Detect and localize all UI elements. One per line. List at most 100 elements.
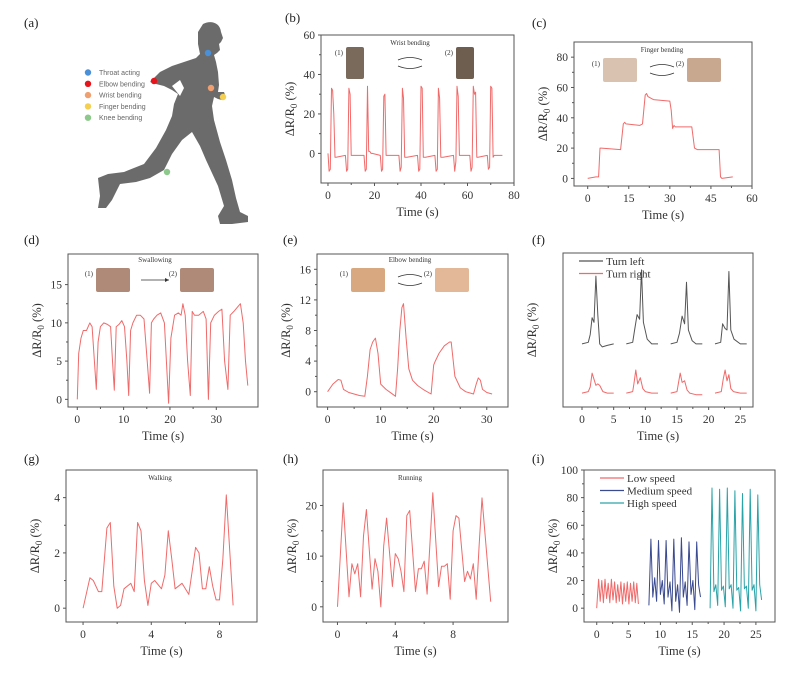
inset-title: Wrist bending	[390, 39, 430, 47]
marker-throat	[204, 49, 212, 57]
y-tick-label: 12	[300, 295, 312, 307]
panel-b: (b) 0 20 40 60 80 0 20 40 60 Time (s) ΔR/R0 (%) Wris…	[283, 10, 520, 219]
inset-photo-step-2	[687, 58, 721, 82]
y-tick-label: 20	[567, 576, 579, 588]
panel-i: (i) 0 5 10 15 20 25 0 20 40 60 80 100 Time (s) ΔR/R0 (…	[532, 451, 776, 658]
y-tick-label: 0	[54, 603, 60, 615]
y-tick-label: 20	[304, 109, 316, 121]
inset-title: Elbow bending	[389, 256, 432, 264]
x-tick-label: 25	[735, 414, 747, 426]
legend-marker	[84, 80, 92, 88]
x-tick-label: 0	[325, 190, 331, 202]
inset-photo-step-1	[96, 268, 130, 292]
x-tick-label: 8	[450, 629, 456, 641]
y-tick-label: 0	[572, 603, 578, 615]
x-tick-label: 10	[655, 629, 667, 641]
panel-a-legend: Throat acting Elbow bending Wrist bending F…	[84, 69, 146, 122]
y-tick-label: 0	[305, 387, 311, 399]
y-tick-label: 0	[309, 148, 315, 160]
legend-label: Finger bending	[99, 104, 146, 111]
x-tick-label: 40	[415, 190, 427, 202]
x-axis-title: Time (s)	[142, 429, 184, 443]
x-tick-label: 60	[746, 193, 758, 205]
y-tick-label: 60	[567, 520, 579, 532]
x-tick-label: 0	[80, 629, 86, 641]
x-tick-label: 5	[626, 629, 632, 641]
y-tick-label: 80	[567, 493, 579, 505]
series-line-turn-left	[714, 271, 747, 345]
x-axis-title: Time (s)	[391, 429, 433, 443]
inset-step-2-label: (2)	[169, 270, 178, 278]
panel-d: (d) 0 10 20 30 0 5 10 15 Time (s) ΔR/R0 (%) Swallow…	[24, 232, 259, 443]
panel-f: (f) 0 5 10 15 20 25 Time (s) ΔR/R0 (%) Turn leftT…	[525, 232, 754, 443]
axes-frame	[583, 469, 776, 623]
y-tick-label: 100	[561, 465, 579, 477]
panel-label-f: (f)	[532, 232, 545, 247]
x-tick-label: 80	[508, 190, 520, 202]
legend-label: Throat acting	[99, 70, 140, 77]
series-line-elbow-bending	[327, 303, 493, 397]
inset-photo-step-2	[180, 268, 214, 292]
inset-step-1-label: (1)	[335, 49, 344, 57]
cycle-arrow-icon	[649, 64, 675, 68]
y-tick-label: 2	[54, 548, 60, 560]
y-tick-label: 80	[557, 52, 569, 64]
series-line-swallowing	[76, 303, 249, 404]
inset-title: Swallowing	[138, 256, 172, 264]
series-line-turn-left	[626, 269, 658, 345]
panel-h: (h) 0 4 8 0 10 20 Time (s) ΔR/R0 (%) Running	[283, 451, 509, 658]
legend-label: Turn left	[606, 256, 644, 268]
y-tick-label: 10	[306, 551, 318, 563]
inset-photo-step-1	[346, 47, 364, 79]
panel-g: (g) 0 4 8 0 2 4 Time (s) ΔR/R0 (%) Walking	[24, 451, 258, 658]
x-tick-label: 20	[164, 414, 176, 426]
x-tick-label: 20	[703, 414, 715, 426]
series-line-turn-right	[626, 369, 658, 394]
arrowhead-icon	[165, 278, 169, 282]
inset-photo-step-2	[435, 268, 469, 292]
marker-knee	[163, 168, 171, 176]
panel-label-e: (e)	[283, 232, 297, 247]
series-line-running	[337, 492, 492, 608]
x-tick-label: 10	[375, 414, 387, 426]
inset-step-2-label: (2)	[676, 60, 685, 68]
panel-label-d: (d)	[24, 232, 39, 247]
x-tick-label: 0	[335, 629, 341, 641]
inset-title: Running	[398, 474, 423, 482]
axes-frame	[320, 34, 515, 184]
series-line-low-speed	[596, 578, 639, 609]
y-tick-label: 40	[567, 548, 579, 560]
y-tick-label: 5	[56, 356, 62, 368]
y-tick-label: 0	[56, 394, 62, 406]
x-axis-title: Time (s)	[396, 205, 438, 219]
x-tick-label: 20	[428, 414, 440, 426]
inset-photo-step-1	[351, 268, 385, 292]
x-tick-label: 10	[640, 414, 652, 426]
y-tick-label: 4	[305, 356, 311, 368]
marker-finger	[219, 93, 227, 101]
axes-frame	[322, 469, 509, 623]
y-axis-title: ΔR/R0 (%)	[525, 303, 541, 358]
y-axis-title: ΔR/R0 (%)	[283, 82, 299, 137]
legend-label: Medium speed	[627, 486, 693, 498]
y-axis-title: ΔR/R0 (%)	[546, 519, 562, 574]
legend-marker	[84, 91, 92, 99]
x-tick-label: 60	[462, 190, 474, 202]
series-line-turn-left	[670, 281, 703, 345]
y-axis-title: ΔR/R0 (%)	[28, 519, 44, 574]
y-axis-title: ΔR/R0 (%)	[536, 87, 552, 142]
panel-e: (e) 0 10 20 30 0 4 8 12 16 Time (s) ΔR/R0 (%) Elbow …	[279, 232, 509, 443]
legend-label: Turn right	[606, 269, 651, 281]
legend-label: High speed	[627, 498, 677, 510]
x-tick-label: 20	[718, 629, 730, 641]
series-line-turn-right	[714, 369, 747, 394]
cycle-arrow-icon	[397, 57, 423, 61]
y-tick-label: 20	[557, 143, 569, 155]
inset-step-1-label: (1)	[592, 60, 601, 68]
series-line-turn-right	[670, 372, 703, 396]
legend-label: Low speed	[627, 473, 675, 485]
panel-label-h: (h)	[283, 451, 298, 466]
legend-marker	[84, 114, 92, 121]
panel-label-g: (g)	[24, 451, 39, 466]
y-tick-label: 16	[300, 264, 312, 276]
